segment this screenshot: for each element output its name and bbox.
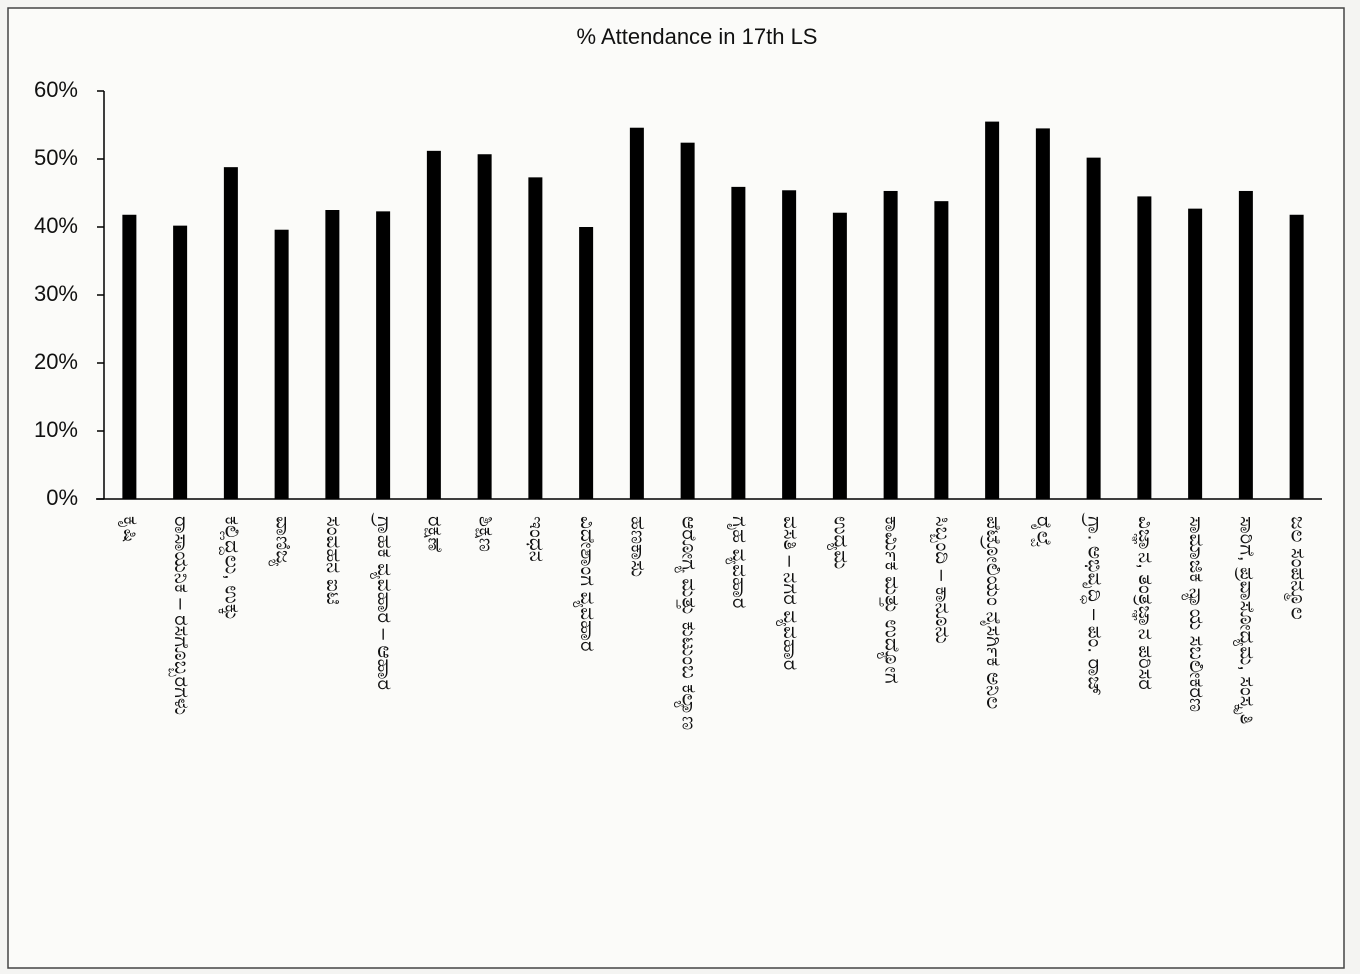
x-tick-label: ರೈಲ್ವೆ bbox=[1031, 516, 1055, 548]
x-tick-label: ಇಂಧನ bbox=[525, 516, 547, 562]
x-tick-label: ವಿದೇಶಾಂಗ ವ್ಯವಹಾರ bbox=[573, 516, 598, 652]
bar bbox=[376, 211, 391, 500]
bar bbox=[173, 225, 188, 499]
chart-title: % Attendance in 17th LS bbox=[577, 24, 818, 49]
x-tick-label: ಗ್ರಾಹಕ ವ್ಯವಹಾರ – ಆಹಾರ bbox=[370, 512, 395, 690]
bar bbox=[1137, 196, 1152, 499]
bar bbox=[426, 150, 441, 499]
x-tick-label: ಸಂವಹನ ಐಟಿ bbox=[322, 516, 344, 605]
y-tick-label: 10% bbox=[34, 417, 78, 442]
x-tick-label: ವಿಜ್ಞಾನ, ತಂತ್ರಜ್ಞಾನ ಪರಿಸರ bbox=[1132, 516, 1156, 690]
bar bbox=[629, 127, 644, 499]
x-tick-label: ಕೃಷಿ bbox=[118, 516, 141, 542]
y-tick-label: 50% bbox=[34, 145, 78, 170]
x-tick-label: ರಕ್ಷಣೆ bbox=[424, 516, 446, 552]
bar bbox=[1289, 214, 1304, 499]
x-tick-label: ಆರೋಗ್ಯ ಮತ್ತು ಕುಟುಂಬ ಕಲ್ಯಾಣ bbox=[674, 516, 700, 730]
y-tick-label: 60% bbox=[34, 77, 78, 102]
bar bbox=[1238, 190, 1253, 499]
bar bbox=[1188, 208, 1203, 499]
bar bbox=[223, 167, 238, 499]
bar bbox=[477, 154, 492, 500]
x-tick-label: ಹಣಕಾಸು bbox=[627, 516, 649, 577]
bar bbox=[832, 212, 847, 499]
x-tick-label: ಕಾರ್ಮಿಕ ಮತ್ತು ಉದ್ಯೋಗ bbox=[877, 516, 902, 684]
x-tick-label: ಪೆಟ್ರೋಲಿಯಂ ನೈಸರ್ಗಿಕ ಅನಿಲ bbox=[980, 516, 1004, 709]
y-tick-label: 40% bbox=[34, 213, 78, 238]
bar bbox=[731, 186, 746, 499]
y-tick-label: 0% bbox=[46, 485, 78, 510]
bar bbox=[122, 214, 137, 499]
bar bbox=[274, 229, 289, 499]
bar bbox=[985, 121, 1000, 499]
bar bbox=[579, 227, 594, 499]
x-tick-label: ಸಾಮಾಜಿಕ ನ್ಯಾಯ ಸಬಲೀಕರಣ bbox=[1181, 516, 1207, 712]
x-tick-label: ರಾಸಾಯನಿಕ – ರಸಗೊಬ್ಬರಗಳು bbox=[169, 516, 192, 715]
x-tick-label: ಉದ್ಯಮ bbox=[827, 516, 852, 569]
bar bbox=[528, 177, 543, 500]
x-tick-label: ಜಲ ಸಂಪನ್ಮೂಲ bbox=[1284, 516, 1309, 620]
bar bbox=[325, 210, 340, 499]
bar bbox=[782, 190, 797, 499]
x-tick-label: ವಾಣಿಜ್ಯ bbox=[269, 516, 294, 566]
y-tick-label: 20% bbox=[34, 349, 78, 374]
x-tick-label: ಸಾರಿಗೆ, ಪ್ರವಾಸೋದ್ಯಮ, ಸಂಸ್ಕೃತಿ bbox=[1233, 516, 1258, 724]
x-tick-label: ಸಿಬ್ಬಂದಿ – ಕಾನೂನು bbox=[930, 516, 953, 644]
y-tick-label: 30% bbox=[34, 281, 78, 306]
x-tick-label: ಗ್ರಾ. ಅಭಿವೃದ್ಧಿ – ಪಂ. ರಾಜ್ bbox=[1079, 512, 1105, 696]
x-tick-label: ಕಲ್ಲಿದ್ದಲು, ಉಕ್ಕು bbox=[219, 516, 243, 621]
x-tick-label: ಶಿಕ್ಷಣ bbox=[474, 516, 496, 552]
bar bbox=[934, 201, 949, 499]
bar bbox=[883, 190, 898, 499]
x-tick-label: ಗೃಹ ವ್ಯವಹಾರ bbox=[725, 516, 750, 609]
bar bbox=[680, 142, 695, 499]
bar bbox=[1035, 128, 1050, 499]
bar bbox=[1086, 157, 1101, 499]
x-tick-label: ವಸತಿ – ನಗರ ವ್ಯವಹಾರ bbox=[776, 516, 801, 670]
